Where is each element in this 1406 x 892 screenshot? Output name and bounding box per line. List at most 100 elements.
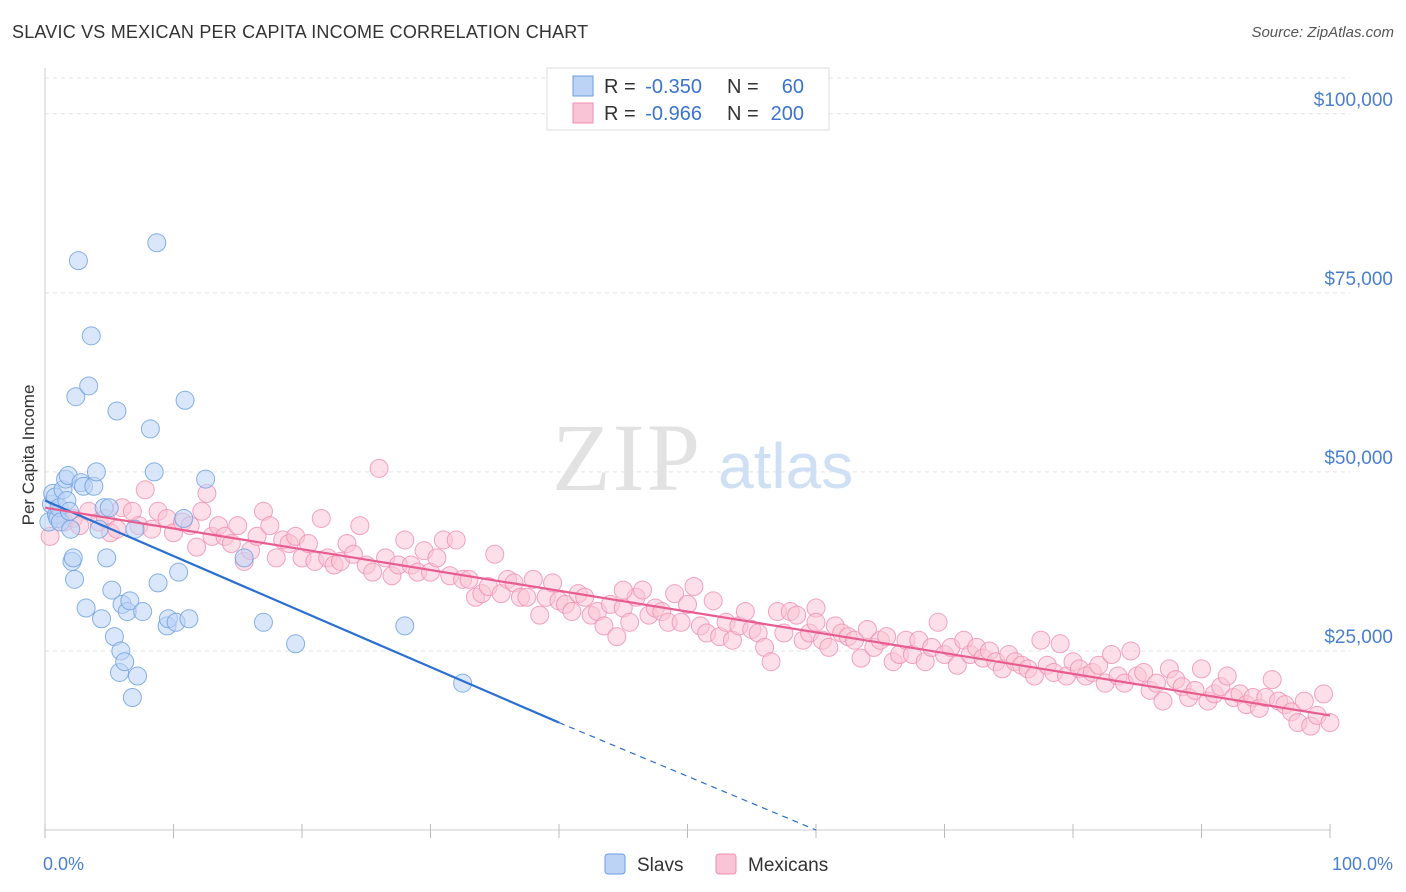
y-tick-label: $25,000: [1324, 627, 1393, 648]
mexicans-point: [671, 612, 691, 632]
legend-swatch-slavs: [572, 75, 594, 97]
mexicans-point: [1134, 662, 1154, 682]
slavs-trendline-extension: [558, 722, 817, 831]
mexicans-point: [1314, 684, 1334, 704]
mexicans-point: [787, 605, 807, 625]
mexicans-point: [562, 602, 582, 622]
mexicans-point: [459, 569, 479, 589]
chart-source: Source: ZipAtlas.com: [1251, 24, 1394, 41]
slavs-point: [395, 616, 415, 636]
slavs-point: [148, 573, 168, 593]
mexicans-trendline: [44, 506, 1331, 717]
slavs-point: [79, 376, 99, 396]
watermark: ZIP atlas: [552, 404, 853, 511]
mexicans-point: [192, 501, 212, 521]
mexicans-point: [857, 619, 877, 639]
slavs-point: [174, 508, 194, 528]
mexicans-point: [851, 648, 871, 668]
slavs-point: [122, 688, 142, 708]
svg-text:R = -0.350: R = -0.350: [604, 76, 702, 98]
mexicans-point: [369, 458, 389, 478]
mexicans-point: [877, 627, 897, 647]
legend-r-value-slavs: -0.350: [645, 76, 702, 98]
mexicans-point: [1089, 655, 1109, 675]
mexicans-point: [613, 580, 633, 600]
legend-r-label-slavs: R =: [604, 76, 641, 98]
slavs-point: [66, 387, 86, 407]
slavs-point: [102, 580, 122, 600]
slavs-trendline: [44, 499, 560, 724]
legend-r-label-mexicans: R =: [604, 103, 641, 125]
slavs-point: [128, 666, 148, 686]
mexicans-point: [187, 537, 207, 557]
slavs-point: [65, 569, 85, 589]
slavs-point: [61, 519, 81, 539]
mexicans-point: [607, 627, 627, 647]
gridlines: [45, 77, 1350, 652]
trendlines: [44, 499, 1331, 831]
slavs-point: [97, 548, 117, 568]
legend-box: [546, 67, 830, 131]
mexicans-point: [1153, 691, 1173, 711]
mexicans-point: [1050, 634, 1070, 654]
series-legend: Slavs Mexicans: [604, 853, 828, 876]
x-tick-label: 0.0%: [43, 854, 84, 874]
slavs-point: [107, 401, 127, 421]
y-tick-labels: $25,000 $50,000 $75,000 $100,000: [1314, 90, 1393, 648]
mexicans-point: [575, 587, 595, 607]
mexicans-point: [266, 548, 286, 568]
slavs-point: [86, 462, 106, 482]
legend-n-value-slavs: 60: [782, 76, 804, 98]
mexicans-point: [620, 612, 640, 632]
slavs-point: [147, 233, 167, 253]
svg-text:R = -0.966: R = -0.966: [604, 103, 702, 125]
mexicans-point: [1294, 691, 1314, 711]
bottom-legend-label-mexicans: Mexicans: [748, 855, 828, 876]
mexicans-point: [523, 569, 543, 589]
mexicans-point: [761, 652, 781, 672]
mexicans-point: [1102, 645, 1122, 665]
slavs-point: [81, 326, 101, 346]
mexicans-point: [735, 602, 755, 622]
mexicans-point: [819, 637, 839, 657]
mexicans-point: [311, 508, 331, 528]
slavs-point: [144, 462, 164, 482]
legend-n-label-slavs: N =: [727, 76, 759, 98]
mexicans-point: [135, 480, 155, 500]
mexicans-point: [395, 530, 415, 550]
x-ticks: [44, 824, 1331, 838]
mexicans-point: [228, 516, 248, 536]
bottom-legend-label-slavs: Slavs: [637, 855, 683, 876]
mexicans-point: [260, 516, 280, 536]
mexicans-point: [806, 612, 826, 632]
legend-r-value-mexicans: -0.966: [645, 103, 702, 125]
mexicans-point: [633, 580, 653, 600]
mexicans-point: [485, 544, 505, 564]
slavs-point: [115, 652, 135, 672]
x-tick-labels: 0.0% 100.0%: [43, 854, 1393, 874]
bottom-legend-swatch-slavs: [604, 853, 626, 875]
slavs-point: [133, 602, 153, 622]
mexicans-point: [298, 534, 318, 554]
slavs-point: [196, 469, 216, 489]
mexicans-point: [928, 612, 948, 632]
mexicans-point: [665, 584, 685, 604]
mexicans-point: [684, 576, 704, 596]
slavs-points: [39, 233, 473, 708]
slavs-point: [234, 548, 254, 568]
y-tick-label: $75,000: [1324, 269, 1393, 290]
slavs-point: [76, 598, 96, 618]
mexicans-point: [703, 591, 723, 611]
mexicans-point: [517, 587, 537, 607]
mexicans-point: [594, 616, 614, 636]
watermark-atlas: atlas: [718, 430, 853, 502]
slavs-point: [140, 419, 160, 439]
bottom-legend-swatch-mexicans: [715, 853, 737, 875]
legend-swatch-mexicans: [572, 102, 594, 124]
chart-title: SLAVIC VS MEXICAN PER CAPITA INCOME CORR…: [12, 22, 589, 42]
mexicans-point: [1262, 670, 1282, 690]
mexicans-point: [530, 605, 550, 625]
slavs-point: [63, 548, 83, 568]
legend-n-value-mexicans: 200: [771, 103, 804, 125]
